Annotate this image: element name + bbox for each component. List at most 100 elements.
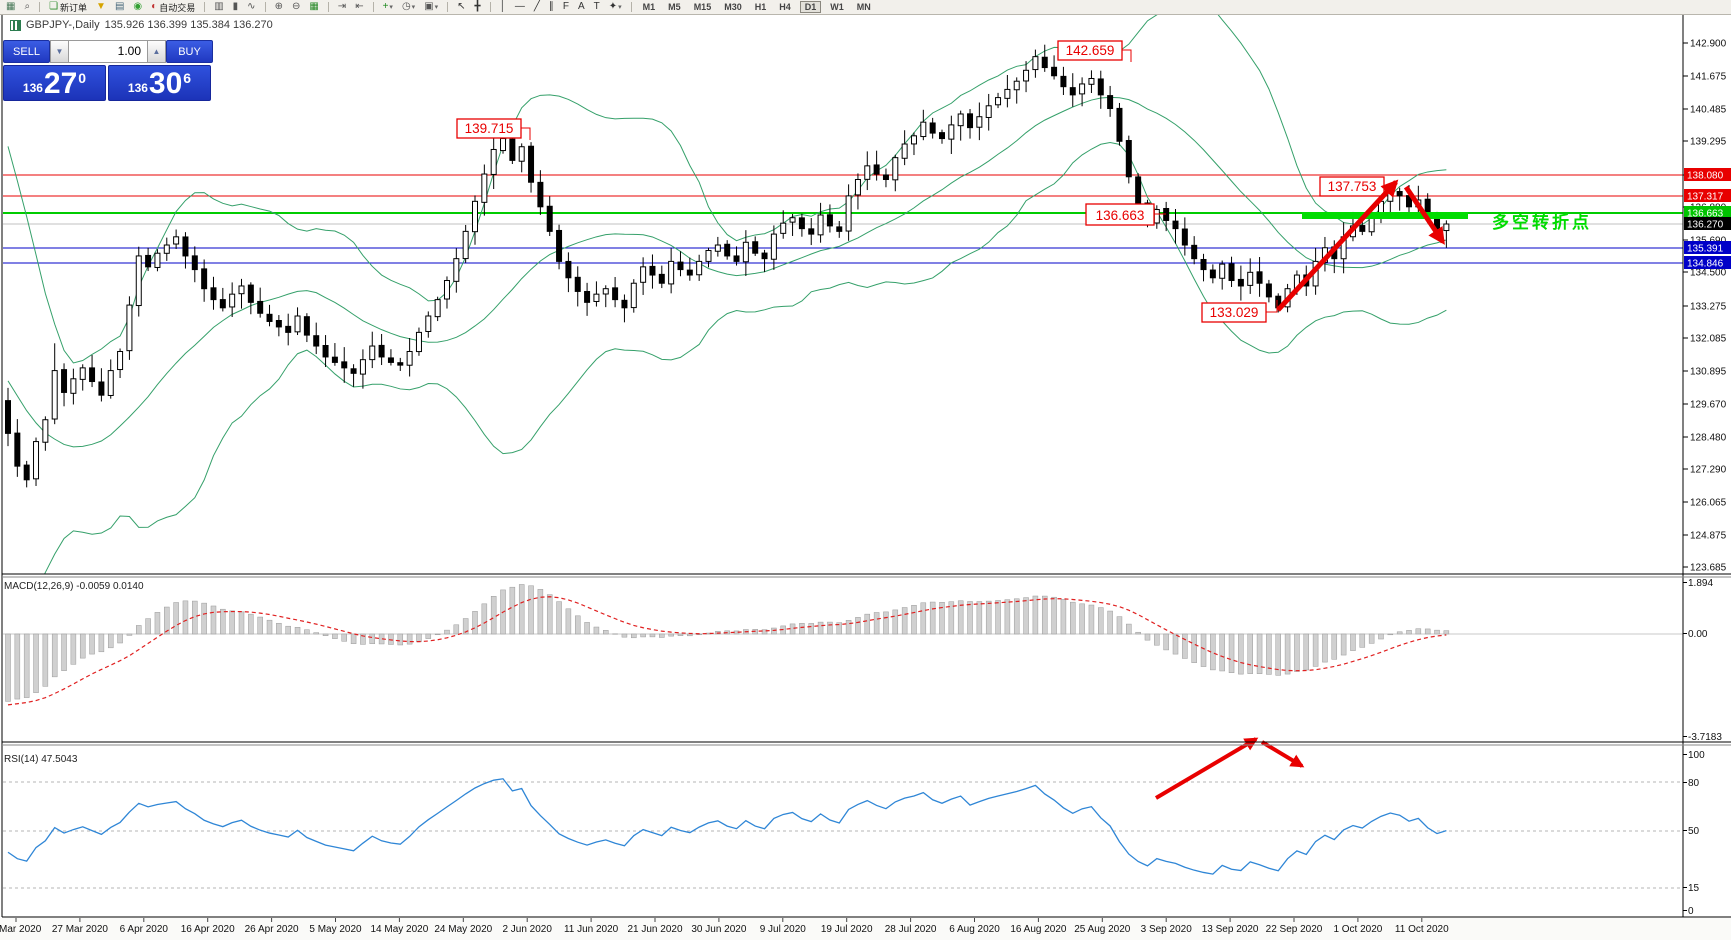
auto-trading-globe-icon[interactable]: ◐ 自动交易 bbox=[149, 1, 197, 13]
macd-histogram-bar bbox=[1135, 631, 1141, 635]
candle bbox=[443, 280, 450, 300]
toolbar-separator bbox=[327, 2, 329, 12]
terminal-icon[interactable]: ▤ bbox=[113, 1, 126, 13]
date-label: 11 Jun 2020 bbox=[564, 924, 619, 935]
macd-histogram-bar bbox=[1312, 633, 1319, 667]
channel-icon[interactable]: ∥ bbox=[547, 1, 556, 13]
macd-histogram-bar bbox=[901, 607, 908, 635]
trend-arrow[interactable] bbox=[1403, 185, 1446, 245]
macd-histogram-bar bbox=[1144, 633, 1151, 641]
bollinger-upper-band bbox=[7, 15, 1447, 364]
signal-icon[interactable]: ◉ bbox=[131, 1, 144, 13]
buy-button[interactable]: BUY bbox=[166, 40, 213, 63]
candle bbox=[845, 195, 852, 232]
trend-arrow[interactable] bbox=[1260, 740, 1305, 768]
chart-window-icon[interactable]: ▦ bbox=[4, 1, 17, 13]
price-annotation-box[interactable] bbox=[1085, 203, 1155, 226]
timeframe-button-h1[interactable]: H1 bbox=[754, 2, 767, 12]
candle bbox=[742, 241, 749, 263]
price-annotation-box[interactable] bbox=[456, 118, 522, 139]
price-annotation-box[interactable] bbox=[1201, 302, 1267, 323]
sell-price-panel[interactable]: 136 27 0 bbox=[3, 65, 106, 101]
macd-histogram-bar bbox=[145, 618, 151, 635]
timeframe-button-h4[interactable]: H4 bbox=[779, 2, 791, 12]
price-annotation-text: 142.659 bbox=[1066, 43, 1115, 58]
candle bbox=[602, 288, 609, 295]
fibonacci-icon[interactable]: F bbox=[561, 1, 571, 13]
indicators-icon[interactable]: + ▾ bbox=[381, 1, 395, 13]
volume-input[interactable]: 1.00 bbox=[69, 40, 147, 63]
cursor-icon[interactable]: ↖ bbox=[455, 1, 467, 13]
trendline-icon[interactable]: ╱ bbox=[532, 1, 542, 13]
chart-annotations[interactable]: 142.659 139.715 137.753 136.663 133.029 多空转折点 bbox=[456, 40, 1592, 800]
tile-windows-icon[interactable]: ▦ bbox=[307, 1, 320, 13]
rsi-pane bbox=[3, 778, 1683, 889]
timeframe-button-m5[interactable]: M5 bbox=[668, 2, 681, 12]
trend-arrow[interactable] bbox=[1154, 737, 1259, 800]
timeframe-button-m15[interactable]: M15 bbox=[693, 2, 712, 12]
timeframe-button-m1[interactable]: M1 bbox=[642, 2, 656, 12]
trend-arrow[interactable] bbox=[1276, 179, 1399, 312]
zoom-out-icon[interactable]: ⊖ bbox=[290, 1, 302, 13]
price-annotation-box[interactable] bbox=[1057, 40, 1123, 61]
line-chart-icon[interactable]: ∿ bbox=[245, 1, 257, 13]
periods-icon[interactable]: ◷ ▾ bbox=[400, 1, 417, 13]
sell-button[interactable]: SELL bbox=[3, 40, 50, 63]
timeframe-button-mn[interactable]: MN bbox=[856, 2, 871, 12]
templates-icon[interactable]: ▣ ▾ bbox=[422, 1, 440, 13]
new-order-icon[interactable]: ❏ 新订单 bbox=[47, 1, 89, 13]
text-label-icon[interactable]: T bbox=[592, 1, 602, 13]
support-level-bar[interactable] bbox=[1302, 212, 1468, 219]
candle bbox=[1237, 278, 1244, 287]
horizontal-line-icon[interactable]: — bbox=[513, 1, 527, 13]
annotation-connector bbox=[1122, 49, 1132, 62]
time-axis[interactable]: 8 Mar 2020 27 Mar 2020 6 Apr 2020 16 Apr 20… bbox=[0, 918, 1731, 940]
funnel-icon[interactable]: ▼ bbox=[94, 1, 108, 13]
text-icon[interactable]: A bbox=[576, 1, 587, 13]
macd-histogram-bar bbox=[640, 633, 646, 638]
candle bbox=[882, 174, 889, 181]
zoom-out-icon: ⊖ bbox=[291, 1, 301, 12]
macd-histogram-bar bbox=[164, 606, 170, 635]
zoom-in-icon[interactable]: ⊕ bbox=[273, 1, 285, 13]
candle bbox=[294, 315, 301, 333]
volume-up-button[interactable]: ▲ bbox=[147, 40, 166, 63]
candlestick-chart-icon[interactable]: ▮ bbox=[231, 1, 241, 13]
macd-histogram-bar bbox=[388, 633, 394, 645]
arrows-icon[interactable]: ✦ ▾ bbox=[607, 1, 624, 13]
date-label: 6 Apr 2020 bbox=[120, 924, 169, 935]
auto-scroll-icon[interactable]: ⇥ bbox=[336, 1, 348, 13]
bar-chart-icon[interactable]: ▥ bbox=[212, 1, 225, 13]
price-axis[interactable]: 142.900141.675140.485139.295138.080136.8… bbox=[1683, 39, 1731, 918]
chart-shift-icon[interactable]: ⇤ bbox=[353, 1, 365, 13]
price-tick-label: 124.875 bbox=[1690, 531, 1727, 542]
candle bbox=[387, 357, 394, 363]
candle bbox=[70, 378, 77, 394]
price-tag-label: 136.663 bbox=[1687, 209, 1724, 220]
date-label: 22 Sep 2020 bbox=[1266, 924, 1323, 935]
rsi-axis-label: 50 bbox=[1688, 826, 1700, 837]
timeframe-button-d1[interactable]: D1 bbox=[799, 1, 822, 13]
vertical-line-icon[interactable]: │ bbox=[498, 1, 508, 13]
macd-histogram-bar bbox=[406, 633, 413, 645]
candle bbox=[51, 370, 58, 420]
timeframe-button-w1[interactable]: W1 bbox=[830, 2, 844, 12]
turning-point-label[interactable]: 多空转折点 bbox=[1492, 212, 1592, 232]
timeframe-button-m30[interactable]: M30 bbox=[724, 2, 742, 12]
candle bbox=[1200, 258, 1207, 271]
horizontal-level-lines[interactable] bbox=[3, 174, 1683, 264]
macd-histogram-bar bbox=[1247, 633, 1253, 674]
price-annotation-text: 136.663 bbox=[1096, 208, 1145, 223]
zoom-window-icon[interactable]: ⌕ bbox=[22, 1, 32, 13]
macd-pane bbox=[3, 584, 1683, 706]
price-tag-138.080 bbox=[1684, 168, 1731, 181]
candle bbox=[303, 316, 310, 336]
macd-histogram-bar bbox=[23, 633, 30, 698]
candle bbox=[107, 370, 114, 396]
buy-price-sup: 6 bbox=[183, 70, 192, 86]
crosshair-icon[interactable]: ╋ bbox=[473, 1, 483, 13]
volume-down-button[interactable]: ▼ bbox=[50, 40, 69, 63]
buy-price-panel[interactable]: 136 30 6 bbox=[108, 65, 211, 101]
